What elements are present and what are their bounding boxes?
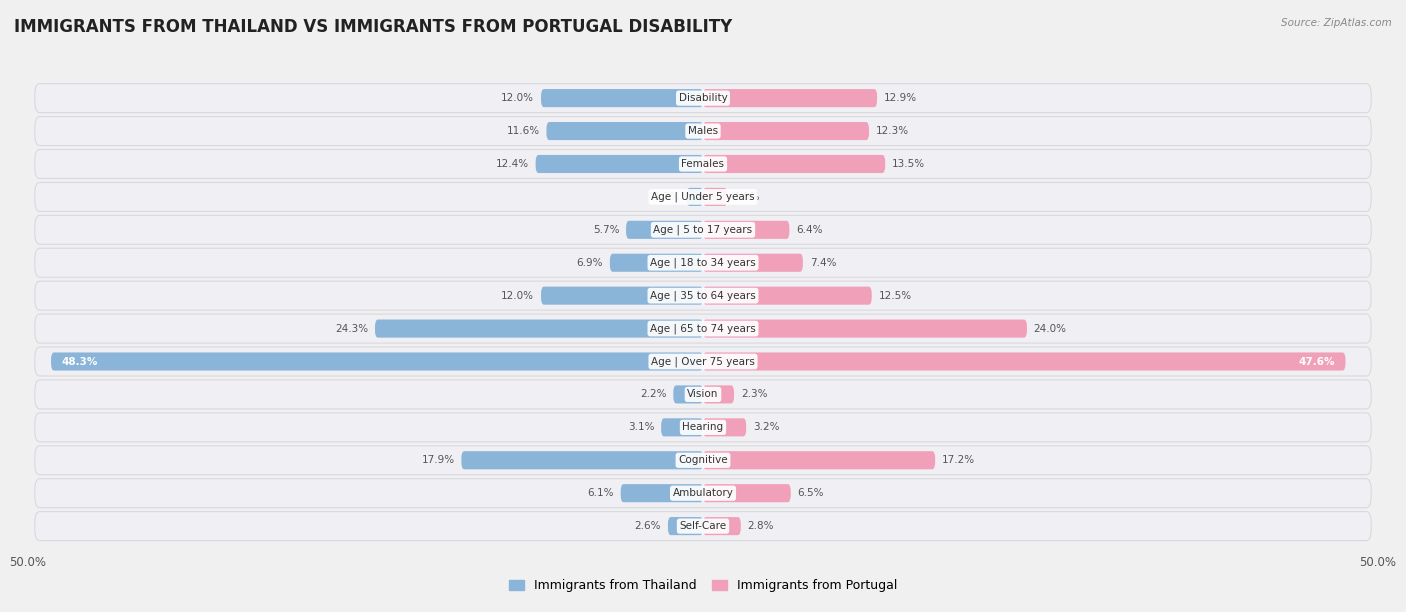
Text: Age | 5 to 17 years: Age | 5 to 17 years (654, 225, 752, 235)
FancyBboxPatch shape (51, 353, 703, 370)
FancyBboxPatch shape (703, 122, 869, 140)
FancyBboxPatch shape (35, 116, 1371, 146)
FancyBboxPatch shape (35, 281, 1371, 310)
Text: Ambulatory: Ambulatory (672, 488, 734, 498)
FancyBboxPatch shape (703, 286, 872, 305)
Text: 11.6%: 11.6% (506, 126, 540, 136)
FancyBboxPatch shape (703, 418, 747, 436)
Text: 6.9%: 6.9% (576, 258, 603, 267)
FancyBboxPatch shape (35, 479, 1371, 508)
Text: 3.2%: 3.2% (754, 422, 779, 432)
Text: Age | 65 to 74 years: Age | 65 to 74 years (650, 323, 756, 334)
Text: 12.5%: 12.5% (879, 291, 911, 300)
Text: 1.2%: 1.2% (654, 192, 681, 202)
Text: 7.4%: 7.4% (810, 258, 837, 267)
Text: 2.6%: 2.6% (634, 521, 661, 531)
FancyBboxPatch shape (703, 155, 886, 173)
Text: 24.0%: 24.0% (1033, 324, 1067, 334)
FancyBboxPatch shape (703, 254, 803, 272)
Text: 12.4%: 12.4% (496, 159, 529, 169)
Text: 17.2%: 17.2% (942, 455, 974, 465)
Text: 5.7%: 5.7% (593, 225, 619, 235)
FancyBboxPatch shape (35, 248, 1371, 277)
FancyBboxPatch shape (703, 188, 727, 206)
FancyBboxPatch shape (35, 84, 1371, 113)
Text: Disability: Disability (679, 93, 727, 103)
Text: 2.8%: 2.8% (748, 521, 775, 531)
Text: Age | Over 75 years: Age | Over 75 years (651, 356, 755, 367)
Text: 12.0%: 12.0% (502, 291, 534, 300)
FancyBboxPatch shape (35, 512, 1371, 540)
FancyBboxPatch shape (35, 314, 1371, 343)
Text: Self-Care: Self-Care (679, 521, 727, 531)
Text: 48.3%: 48.3% (62, 357, 98, 367)
Text: 13.5%: 13.5% (891, 159, 925, 169)
FancyBboxPatch shape (375, 319, 703, 338)
FancyBboxPatch shape (703, 319, 1026, 338)
FancyBboxPatch shape (703, 451, 935, 469)
Legend: Immigrants from Thailand, Immigrants from Portugal: Immigrants from Thailand, Immigrants fro… (509, 580, 897, 592)
FancyBboxPatch shape (35, 215, 1371, 244)
Text: 24.3%: 24.3% (335, 324, 368, 334)
FancyBboxPatch shape (610, 254, 703, 272)
FancyBboxPatch shape (626, 221, 703, 239)
FancyBboxPatch shape (541, 286, 703, 305)
Text: Hearing: Hearing (682, 422, 724, 432)
Text: 12.0%: 12.0% (502, 93, 534, 103)
Text: Cognitive: Cognitive (678, 455, 728, 465)
Text: Vision: Vision (688, 389, 718, 400)
FancyBboxPatch shape (547, 122, 703, 140)
FancyBboxPatch shape (461, 451, 703, 469)
Text: Age | Under 5 years: Age | Under 5 years (651, 192, 755, 202)
FancyBboxPatch shape (703, 386, 734, 403)
FancyBboxPatch shape (703, 353, 1346, 370)
FancyBboxPatch shape (686, 188, 703, 206)
FancyBboxPatch shape (541, 89, 703, 107)
Text: 3.1%: 3.1% (628, 422, 654, 432)
Text: 6.1%: 6.1% (588, 488, 614, 498)
FancyBboxPatch shape (673, 386, 703, 403)
Text: 6.4%: 6.4% (796, 225, 823, 235)
Text: 12.3%: 12.3% (876, 126, 908, 136)
Text: 17.9%: 17.9% (422, 455, 454, 465)
FancyBboxPatch shape (536, 155, 703, 173)
Text: Females: Females (682, 159, 724, 169)
Text: 6.5%: 6.5% (797, 488, 824, 498)
FancyBboxPatch shape (35, 149, 1371, 179)
FancyBboxPatch shape (703, 484, 790, 502)
Text: Source: ZipAtlas.com: Source: ZipAtlas.com (1281, 18, 1392, 28)
FancyBboxPatch shape (668, 517, 703, 535)
Text: Age | 18 to 34 years: Age | 18 to 34 years (650, 258, 756, 268)
Text: 12.9%: 12.9% (884, 93, 917, 103)
FancyBboxPatch shape (35, 182, 1371, 211)
Text: 2.3%: 2.3% (741, 389, 768, 400)
Text: 2.2%: 2.2% (640, 389, 666, 400)
FancyBboxPatch shape (35, 380, 1371, 409)
FancyBboxPatch shape (661, 418, 703, 436)
FancyBboxPatch shape (703, 517, 741, 535)
Text: Age | 35 to 64 years: Age | 35 to 64 years (650, 291, 756, 301)
FancyBboxPatch shape (620, 484, 703, 502)
FancyBboxPatch shape (35, 413, 1371, 442)
FancyBboxPatch shape (703, 221, 789, 239)
Text: IMMIGRANTS FROM THAILAND VS IMMIGRANTS FROM PORTUGAL DISABILITY: IMMIGRANTS FROM THAILAND VS IMMIGRANTS F… (14, 18, 733, 36)
FancyBboxPatch shape (703, 89, 877, 107)
Text: Males: Males (688, 126, 718, 136)
FancyBboxPatch shape (35, 347, 1371, 376)
FancyBboxPatch shape (35, 446, 1371, 475)
Text: 1.8%: 1.8% (734, 192, 761, 202)
Text: 47.6%: 47.6% (1298, 357, 1334, 367)
